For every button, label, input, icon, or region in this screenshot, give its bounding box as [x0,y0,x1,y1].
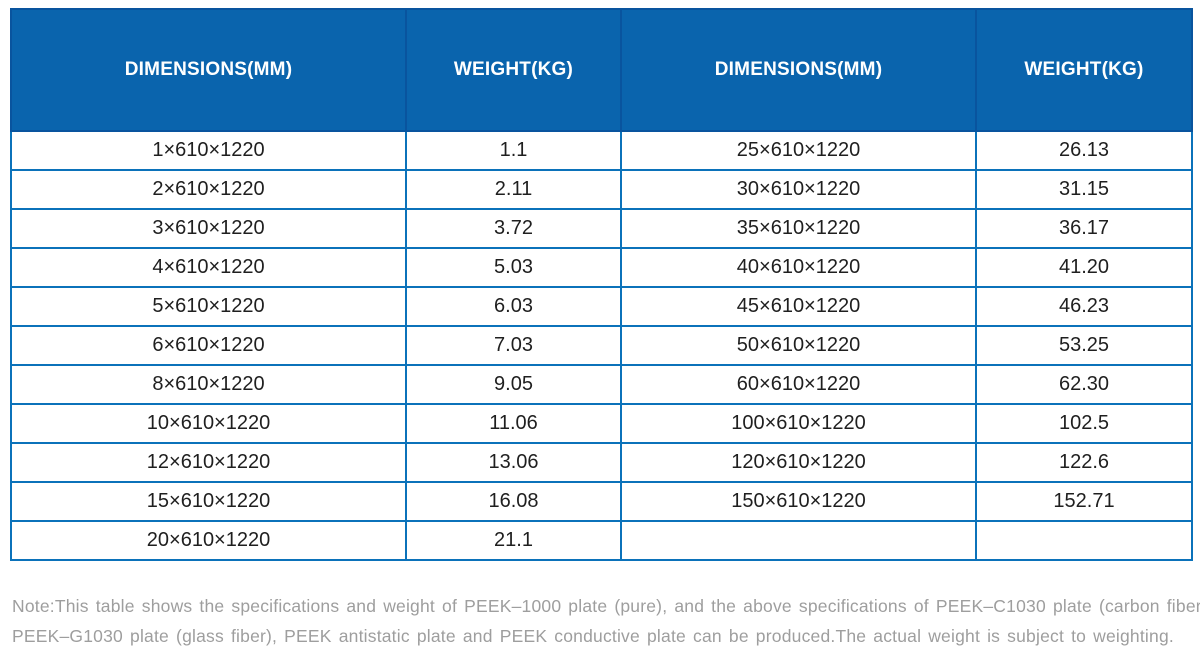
cell-weight-right: 46.23 [975,286,1193,327]
cell-weight-right: 62.30 [975,364,1193,405]
cell-weight-right: 53.25 [975,325,1193,366]
cell-dimensions-right: 30×610×1220 [620,169,977,210]
cell-weight-right: 36.17 [975,208,1193,249]
footnote-line-1: Note:This table shows the specifications… [12,596,1200,616]
cell-weight-left: 16.08 [405,481,622,522]
cell-weight-right: 122.6 [975,442,1193,483]
cell-dimensions-right: 45×610×1220 [620,286,977,327]
cell-dimensions-left: 12×610×1220 [10,442,407,483]
cell-dimensions-left: 10×610×1220 [10,403,407,444]
cell-weight-right: 26.13 [975,130,1193,171]
cell-dimensions-left: 3×610×1220 [10,208,407,249]
cell-weight-right: 102.5 [975,403,1193,444]
cell-dimensions-right: 35×610×1220 [620,208,977,249]
cell-weight-right: 41.20 [975,247,1193,288]
table-row: 15×610×1220 16.08 150×610×1220 152.71 [10,481,1193,522]
table-row: 2×610×1220 2.11 30×610×1220 31.15 [10,169,1193,210]
cell-dimensions-left: 4×610×1220 [10,247,407,288]
cell-dimensions-right [620,520,977,561]
header-row: DIMENSIONS(MM) WEIGHT(KG) DIMENSIONS(MM)… [10,8,1193,132]
column-header-weight-left: WEIGHT(KG) [405,8,622,132]
cell-weight-right [975,520,1193,561]
cell-weight-left: 11.06 [405,403,622,444]
table-row: 5×610×1220 6.03 45×610×1220 46.23 [10,286,1193,327]
cell-dimensions-left: 6×610×1220 [10,325,407,366]
cell-weight-left: 9.05 [405,364,622,405]
cell-weight-left: 21.1 [405,520,622,561]
peek-plate-spec-table: DIMENSIONS(MM) WEIGHT(KG) DIMENSIONS(MM)… [10,8,1193,561]
cell-dimensions-right: 50×610×1220 [620,325,977,366]
table-row: 10×610×1220 11.06 100×610×1220 102.5 [10,403,1193,444]
table-row: 12×610×1220 13.06 120×610×1220 122.6 [10,442,1193,483]
cell-dimensions-left: 8×610×1220 [10,364,407,405]
cell-weight-left: 13.06 [405,442,622,483]
table-row: 3×610×1220 3.72 35×610×1220 36.17 [10,208,1193,249]
cell-weight-left: 7.03 [405,325,622,366]
table-row: 20×610×1220 21.1 [10,520,1193,561]
cell-weight-left: 3.72 [405,208,622,249]
cell-weight-left: 6.03 [405,286,622,327]
cell-dimensions-right: 100×610×1220 [620,403,977,444]
cell-dimensions-left: 5×610×1220 [10,286,407,327]
cell-dimensions-right: 120×610×1220 [620,442,977,483]
table-header: DIMENSIONS(MM) WEIGHT(KG) DIMENSIONS(MM)… [10,8,1193,132]
cell-weight-left: 2.11 [405,169,622,210]
footnote-line-2: PEEK–G1030 plate (glass fiber), PEEK ant… [12,626,1174,646]
cell-weight-left: 1.1 [405,130,622,171]
cell-dimensions-right: 25×610×1220 [620,130,977,171]
cell-dimensions-right: 40×610×1220 [620,247,977,288]
column-header-dimensions-right: DIMENSIONS(MM) [620,8,977,132]
footnote: Note:This table shows the specifications… [12,591,1200,648]
cell-weight-left: 5.03 [405,247,622,288]
cell-dimensions-left: 1×610×1220 [10,130,407,171]
cell-dimensions-right: 150×610×1220 [620,481,977,522]
cell-weight-right: 152.71 [975,481,1193,522]
column-header-dimensions-left: DIMENSIONS(MM) [10,8,407,132]
table-row: 4×610×1220 5.03 40×610×1220 41.20 [10,247,1193,288]
cell-dimensions-left: 15×610×1220 [10,481,407,522]
table-row: 6×610×1220 7.03 50×610×1220 53.25 [10,325,1193,366]
cell-dimensions-left: 2×610×1220 [10,169,407,210]
cell-dimensions-right: 60×610×1220 [620,364,977,405]
cell-weight-right: 31.15 [975,169,1193,210]
column-header-weight-right: WEIGHT(KG) [975,8,1193,132]
table-row: 8×610×1220 9.05 60×610×1220 62.30 [10,364,1193,405]
table-body: 1×610×1220 1.1 25×610×1220 26.13 2×610×1220 2… [10,130,1193,561]
table-row: 1×610×1220 1.1 25×610×1220 26.13 [10,130,1193,171]
cell-dimensions-left: 20×610×1220 [10,520,407,561]
